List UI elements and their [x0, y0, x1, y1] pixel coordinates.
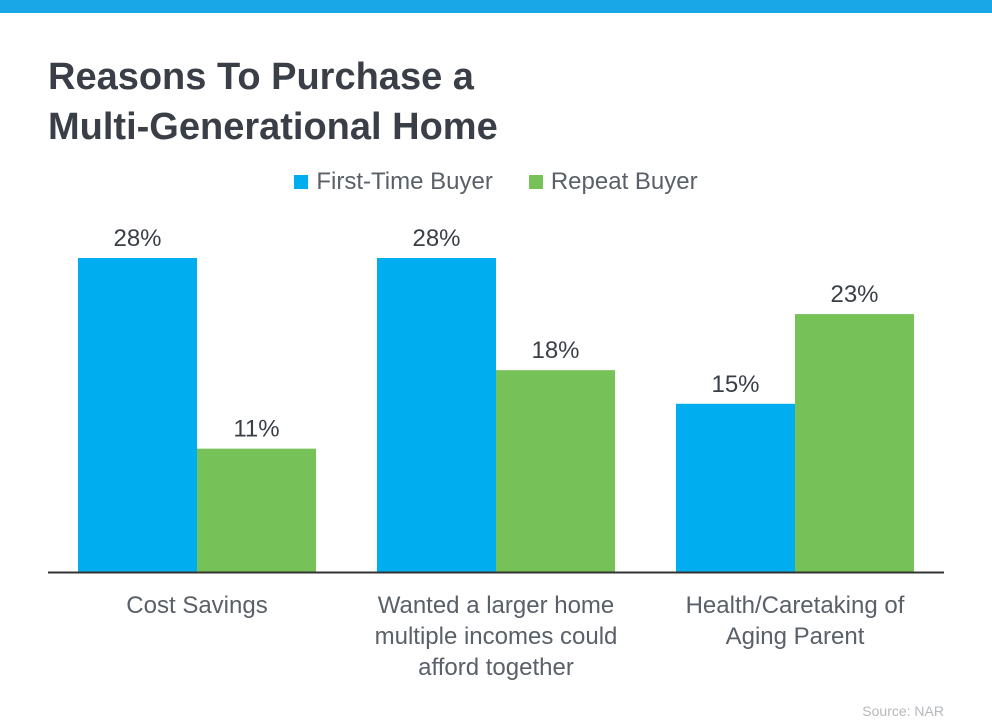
category-label-1-line-1: multiple incomes could [375, 623, 618, 650]
category-label-1-line-2: afford together [418, 654, 574, 681]
legend-item-repeat-buyer: Repeat Buyer [528, 168, 698, 196]
bar-repeat-2 [795, 314, 914, 572]
data-label-first-time-0: 28% [113, 225, 161, 252]
chart-title-line-1: Reasons To Purchase a [48, 56, 474, 98]
chart-title-line-2: Multi-Generational Home [48, 106, 498, 148]
legend-label-first-time-buyer: First-Time Buyer [316, 168, 493, 195]
bar-first-time-1 [377, 258, 496, 572]
source-note: Source: NAR [862, 703, 944, 719]
chart-legend: First-Time Buyer Repeat Buyer [0, 168, 992, 196]
bar-first-time-2 [676, 403, 795, 572]
legend-swatch-repeat-buyer [528, 175, 543, 189]
legend-label-repeat-buyer: Repeat Buyer [550, 168, 698, 195]
top-accent-bar [0, 0, 992, 13]
data-label-first-time-2: 15% [711, 371, 759, 398]
chart-title: Reasons To Purchase a Multi-Generational… [48, 52, 948, 152]
data-label-repeat-2: 23% [830, 281, 878, 308]
data-label-repeat-1: 18% [531, 337, 579, 364]
bar-repeat-0 [197, 448, 316, 572]
category-label-2-line-0: Health/Caretaking of [686, 592, 905, 619]
category-label-1-line-0: Wanted a larger home [378, 592, 615, 619]
bar-first-time-0 [78, 258, 197, 572]
bar-repeat-1 [496, 370, 615, 572]
data-label-repeat-0: 11% [233, 416, 279, 443]
legend-item-first-time-buyer: First-Time Buyer [294, 168, 493, 196]
category-label-0-line-0: Cost Savings [126, 592, 267, 619]
category-label-2-line-1: Aging Parent [726, 623, 865, 650]
legend-swatch-first-time-buyer [294, 175, 309, 189]
data-label-first-time-1: 28% [412, 225, 460, 252]
